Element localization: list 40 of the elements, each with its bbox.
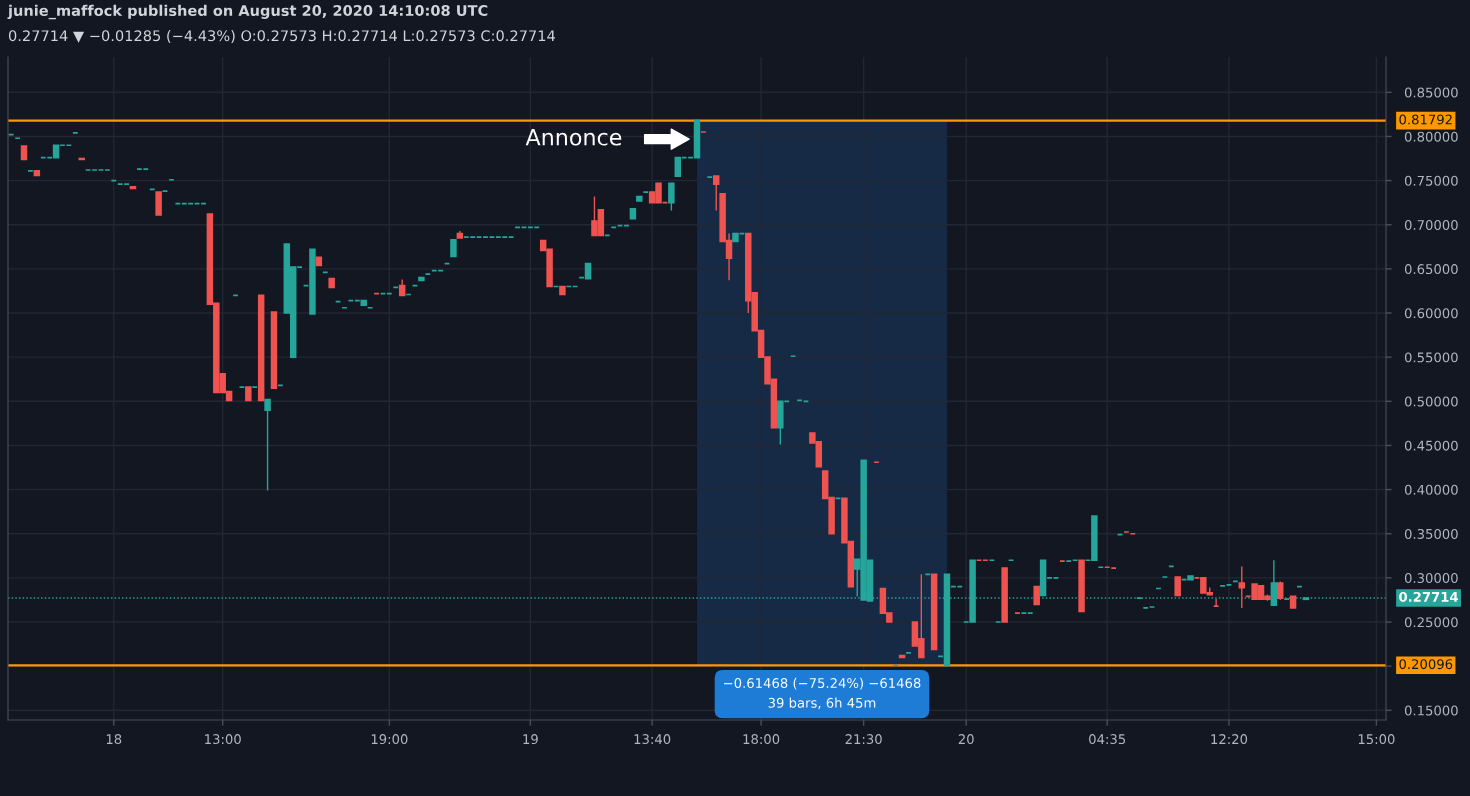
text: 0.27714 ▼ −0.01285 (−4.43%) O:0.27573 H:0.27714 L:0.27573 C:0.27714 bbox=[8, 29, 555, 43]
x-tick-label: 13:00 bbox=[205, 734, 241, 745]
candlestick bbox=[1270, 559, 1278, 607]
candlestick bbox=[1277, 580, 1284, 601]
y-tick-label: 0.60000 bbox=[1404, 308, 1458, 319]
y-tick-label: 0.35000 bbox=[1404, 528, 1458, 539]
y-tick-label: 0.40000 bbox=[1404, 484, 1458, 495]
candlestick bbox=[264, 398, 271, 492]
ref-line-label: 0.81792 bbox=[1399, 114, 1452, 125]
x-tick-label: 20 bbox=[958, 734, 974, 745]
x-tick-label: 12:20 bbox=[1211, 734, 1248, 745]
x-tick-label: 18:00 bbox=[743, 734, 780, 745]
ref-line-label: 0.20096 bbox=[1399, 659, 1453, 670]
text: junie_maffock published on August 20, 2020 14:10:08 UTC bbox=[7, 4, 488, 20]
candlestick bbox=[668, 182, 675, 212]
y-tick-label: 0.80000 bbox=[1404, 131, 1458, 142]
x-tick-label: 19:00 bbox=[371, 734, 408, 745]
y-tick-label: 0.75000 bbox=[1404, 175, 1458, 186]
y-tick-label: 0.50000 bbox=[1404, 396, 1458, 407]
y-tick-label: 0.55000 bbox=[1404, 352, 1458, 363]
candlestick bbox=[1174, 576, 1181, 597]
y-tick-label: 0.65000 bbox=[1404, 264, 1458, 275]
y-tick-label: 0.85000 bbox=[1404, 87, 1458, 98]
y-tick-label: 0.70000 bbox=[1404, 219, 1458, 230]
candlestick bbox=[155, 191, 162, 216]
x-tick-label: 18 bbox=[106, 734, 122, 745]
x-tick-label: 13:40 bbox=[634, 734, 671, 745]
candlestick bbox=[712, 175, 720, 212]
y-tick-label: 0.30000 bbox=[1404, 573, 1458, 584]
candlestick bbox=[1238, 565, 1246, 609]
ref-line-label: 0.27714 bbox=[1399, 591, 1458, 602]
y-tick-label: 0.15000 bbox=[1404, 705, 1458, 716]
y-tick-label: 0.45000 bbox=[1404, 440, 1458, 451]
x-tick-label: 15:00 bbox=[1358, 734, 1395, 745]
annotation: −0.61468 (−75.24%) −61468 39 bars, 6h 45m bbox=[724, 677, 921, 710]
annotation: Annonce bbox=[525, 129, 622, 146]
y-tick-label: 0.25000 bbox=[1404, 617, 1458, 628]
x-tick-label: 21:30 bbox=[845, 734, 882, 745]
x-tick-label: 04:35 bbox=[1089, 734, 1126, 745]
x-tick-label: 19 bbox=[523, 734, 538, 745]
